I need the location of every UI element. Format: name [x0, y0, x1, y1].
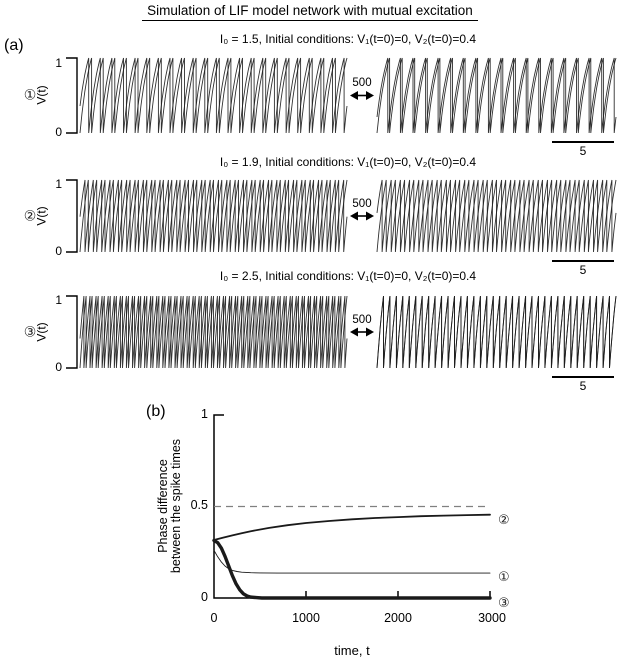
subplot-3-plot [66, 295, 617, 378]
panel-b-ytick-05: 0.5 [190, 498, 208, 512]
panel-b-ytick-1: 1 [201, 407, 208, 421]
subplot-3-ylabel: V(t) [34, 322, 49, 342]
subplot-2-ytick-bottom: 0 [55, 244, 62, 258]
subplot-3-gap-arrow [350, 327, 374, 337]
subplot-2-y-axis [66, 179, 78, 253]
subplot-2-plot [66, 179, 617, 262]
subplot-1-title: I₀ = 1.5, Initial conditions: V₁(t=0)=0,… [219, 32, 477, 46]
curve-label-3: ③ [498, 595, 510, 610]
subplot-2-gap-label: 500 [352, 198, 372, 210]
subplot-3-scalebar-label: 5 [579, 379, 587, 393]
panel-b-xtick-3000: 3000 [478, 611, 506, 625]
subplot-1-marker: ① [23, 86, 37, 103]
subplot-1-right-trace-neuron2 [376, 57, 617, 134]
subplot-1-ytick-bottom: 0 [55, 125, 62, 139]
panel-b-xtick-2000: 2000 [384, 611, 412, 625]
panel-b-x-axis-title: time, t [334, 643, 370, 658]
subplot-3-right-trace-neuron2 [376, 295, 617, 369]
subplot-2-ylabel: V(t) [34, 206, 49, 226]
subplot-3-ytick-top: 1 [55, 293, 62, 307]
subplot-2-marker: ② [23, 207, 37, 224]
curve-label-1: ① [498, 569, 510, 584]
subplot-3-y-axis [66, 295, 78, 369]
subplot-1-ytick-top: 1 [55, 56, 62, 70]
subplot-3-left-trace-neuron2 [79, 295, 348, 369]
subplot-1-left-trace-neuron1 [79, 57, 348, 134]
subplot-3-title: I₀ = 2.5, Initial conditions: V₁(t=0)=0,… [219, 269, 477, 283]
subplot-3-gap-label: 500 [352, 314, 372, 326]
panel-a-label: (a) [4, 37, 24, 54]
panel-b-label: (b) [146, 403, 166, 420]
panel-b-curve-1 [213, 513, 491, 541]
subplot-1-gap-label: 500 [352, 77, 372, 89]
subplot-2-scalebar-label: 5 [579, 263, 587, 277]
subplot-2-gap-arrow [350, 211, 374, 221]
subplot-1-gap-arrow [350, 91, 374, 100]
panel-b-plot [212, 414, 492, 600]
subplot-1-ylabel: V(t) [34, 85, 49, 105]
subplot-3-ytick-bottom: 0 [55, 360, 62, 374]
subplot-1-plot [66, 57, 617, 143]
subplot-1-scalebar-label: 5 [579, 144, 587, 158]
subplot-1-left-trace-neuron2 [79, 57, 348, 134]
curve-label-2: ② [498, 512, 510, 527]
panel-b-curve-2 [213, 549, 491, 574]
subplot-3-marker: ③ [23, 323, 37, 340]
subplot-2-ytick-top: 1 [55, 177, 62, 191]
panel-b-xtick-1000: 1000 [292, 611, 320, 625]
figure-title-wrap: Simulation of LIF model network with mut… [0, 3, 620, 22]
subplot-2-right-trace-neuron2 [376, 179, 617, 253]
panel-b-xtick-0: 0 [210, 611, 218, 625]
panel-b-ytick-0: 0 [201, 590, 208, 604]
subplot-1-y-axis [66, 57, 78, 134]
subplot-2-left-trace-neuron2 [79, 179, 348, 253]
panel-b-curve-3 [212, 538, 492, 600]
figure-title: Simulation of LIF model network with mut… [142, 3, 478, 22]
subplot-2-title: I₀ = 1.9, Initial conditions: V₁(t=0)=0,… [219, 155, 477, 169]
